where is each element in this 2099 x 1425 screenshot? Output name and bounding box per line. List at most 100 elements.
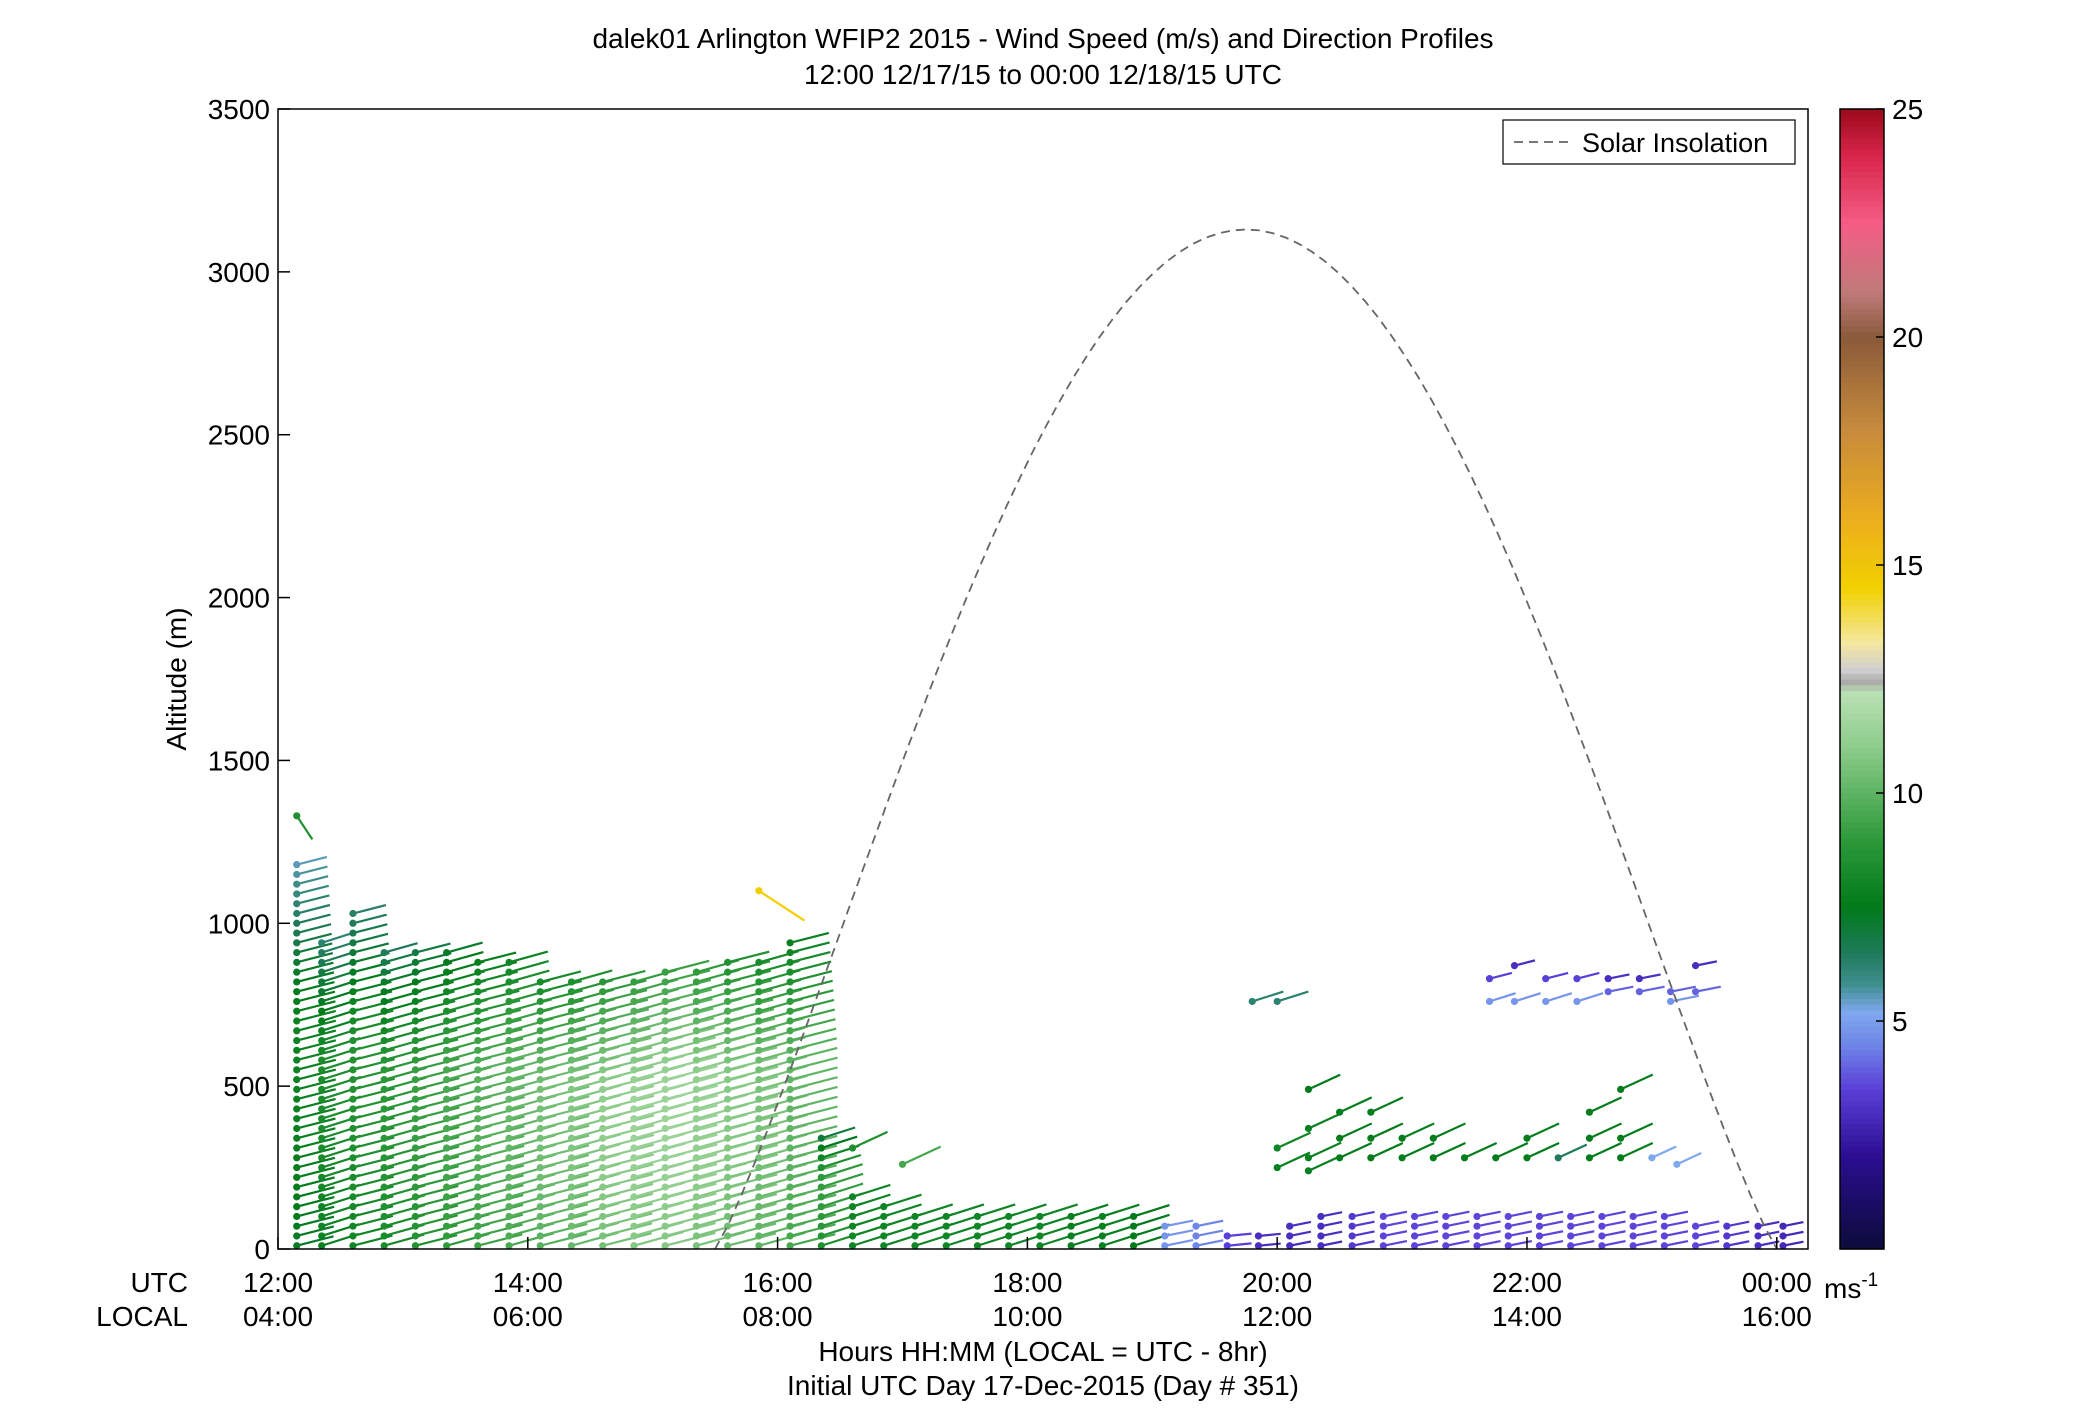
wind-barb-point xyxy=(848,1222,857,1230)
wind-barb-point xyxy=(536,1212,544,1221)
wind-barb-shaft xyxy=(789,1174,837,1189)
wind-barb-point xyxy=(755,958,763,966)
wind-barb xyxy=(474,951,517,966)
wind-barb xyxy=(1635,973,1661,983)
wind-barb xyxy=(599,1075,655,1093)
wind-barb-shaft xyxy=(1495,1141,1529,1159)
wind-barb-point xyxy=(848,1242,857,1249)
utc-row-label: UTC xyxy=(130,1267,188,1298)
wind-barb-point xyxy=(599,1056,607,1064)
wind-barb-shaft xyxy=(902,1145,942,1166)
wind-barb-point xyxy=(1067,1232,1075,1240)
wind-barb-point xyxy=(474,1212,482,1221)
wind-barb-shaft xyxy=(1351,1210,1375,1218)
wind-barb-point xyxy=(1367,1154,1375,1162)
wind-barb-shaft xyxy=(820,1153,862,1169)
wind-barb-point xyxy=(1510,997,1519,1006)
wind-barb-shaft xyxy=(789,1027,837,1042)
wind-barb-shaft xyxy=(1339,1096,1373,1114)
wind-barb-shaft xyxy=(296,1205,335,1218)
wind-barb xyxy=(1348,1240,1375,1249)
wind-barb xyxy=(724,1222,777,1240)
wind-barb xyxy=(1542,971,1569,983)
wind-barb-shaft xyxy=(352,1038,395,1052)
wind-barb xyxy=(786,1183,837,1201)
wind-barb xyxy=(848,1193,891,1211)
wind-barb-shaft xyxy=(789,931,830,944)
wind-barb-point xyxy=(380,968,388,976)
wind-barb-point xyxy=(1286,1222,1294,1230)
wind-barb-point xyxy=(724,1007,732,1015)
wind-barb-point xyxy=(911,1232,919,1240)
wind-barb-point xyxy=(443,1183,451,1191)
wind-barb-shaft xyxy=(352,1077,395,1091)
colorbar-segment xyxy=(1840,616,1884,623)
colorbar-segment xyxy=(1840,1089,1884,1096)
colorbar-segment xyxy=(1840,701,1884,709)
colorbar-segment xyxy=(1840,1174,1884,1182)
wind-barb-shaft xyxy=(727,1104,779,1120)
wind-barb-point xyxy=(1598,1242,1606,1249)
wind-barb-shaft xyxy=(664,1084,718,1101)
wind-barb-point xyxy=(474,1183,482,1191)
wind-barb-point xyxy=(1535,1212,1544,1221)
wind-barb-shaft xyxy=(664,1202,717,1218)
wind-barb-point xyxy=(630,1085,638,1093)
wind-barb-point xyxy=(724,1134,732,1142)
wind-barb-point xyxy=(293,1154,301,1162)
wind-barb-point xyxy=(1635,988,1643,996)
colorbar-segment xyxy=(1840,1237,1884,1244)
wind-barb-point xyxy=(1779,1222,1787,1230)
wind-barb-point xyxy=(1648,1154,1656,1162)
wind-barb-shaft xyxy=(1588,1096,1623,1114)
wind-barb-shaft xyxy=(352,913,387,925)
wind-barb-point xyxy=(536,1134,544,1142)
wind-barb-point xyxy=(1098,1212,1106,1221)
wind-barb-shaft xyxy=(664,1017,715,1032)
wind-barb-shaft xyxy=(1289,1240,1312,1247)
colorbar-segment xyxy=(1840,217,1884,224)
wind-barb xyxy=(1673,1152,1702,1168)
wind-barb-point xyxy=(599,1212,607,1221)
wind-barb-shaft xyxy=(727,1192,778,1208)
wind-barb-point xyxy=(692,1076,701,1084)
wind-barb xyxy=(1336,1141,1373,1162)
wind-barb-shaft xyxy=(1432,1141,1466,1159)
wind-barb-point xyxy=(630,988,638,996)
wind-barb-point xyxy=(1317,1222,1325,1230)
wind-barb-point xyxy=(349,1046,357,1054)
wind-barb-shaft xyxy=(415,1184,459,1198)
wind-barb xyxy=(724,1202,777,1221)
wind-barb-point xyxy=(724,1232,732,1240)
colorbar-segment xyxy=(1840,314,1884,321)
wind-barb-point xyxy=(630,1134,638,1142)
wind-barb-point xyxy=(1192,1232,1200,1240)
wind-barb-point xyxy=(293,1183,301,1191)
wind-barb-point xyxy=(349,1066,357,1074)
wind-barb-shaft xyxy=(540,1105,590,1120)
wind-barb-point xyxy=(349,1017,357,1025)
wind-barb-shaft xyxy=(664,1133,718,1150)
wind-barb xyxy=(293,1195,335,1211)
wind-barb xyxy=(973,1203,1016,1221)
wind-barb-shaft xyxy=(477,1086,525,1101)
wind-barb-shaft xyxy=(727,1183,778,1198)
wind-barb xyxy=(661,998,713,1015)
wind-barb-point xyxy=(293,958,301,966)
wind-barb xyxy=(661,1172,718,1191)
wind-barb-point xyxy=(318,1203,326,1211)
wind-barb-shaft xyxy=(1695,1220,1720,1228)
wind-barb xyxy=(293,1215,335,1230)
wind-barb-shaft xyxy=(727,1094,779,1111)
colorbar-segment xyxy=(1840,137,1884,144)
colorbar-segment xyxy=(1840,1072,1884,1079)
wind-barb xyxy=(293,812,314,841)
wind-barb-point xyxy=(411,1095,419,1103)
wind-barb-point xyxy=(443,1105,451,1113)
wind-barb xyxy=(536,1046,588,1064)
colorbar-segment xyxy=(1840,126,1884,133)
wind-barb-shaft xyxy=(296,1078,337,1091)
wind-barb-point xyxy=(630,997,638,1006)
wind-barb xyxy=(293,1225,335,1240)
colorbar-segment xyxy=(1840,1060,1884,1068)
